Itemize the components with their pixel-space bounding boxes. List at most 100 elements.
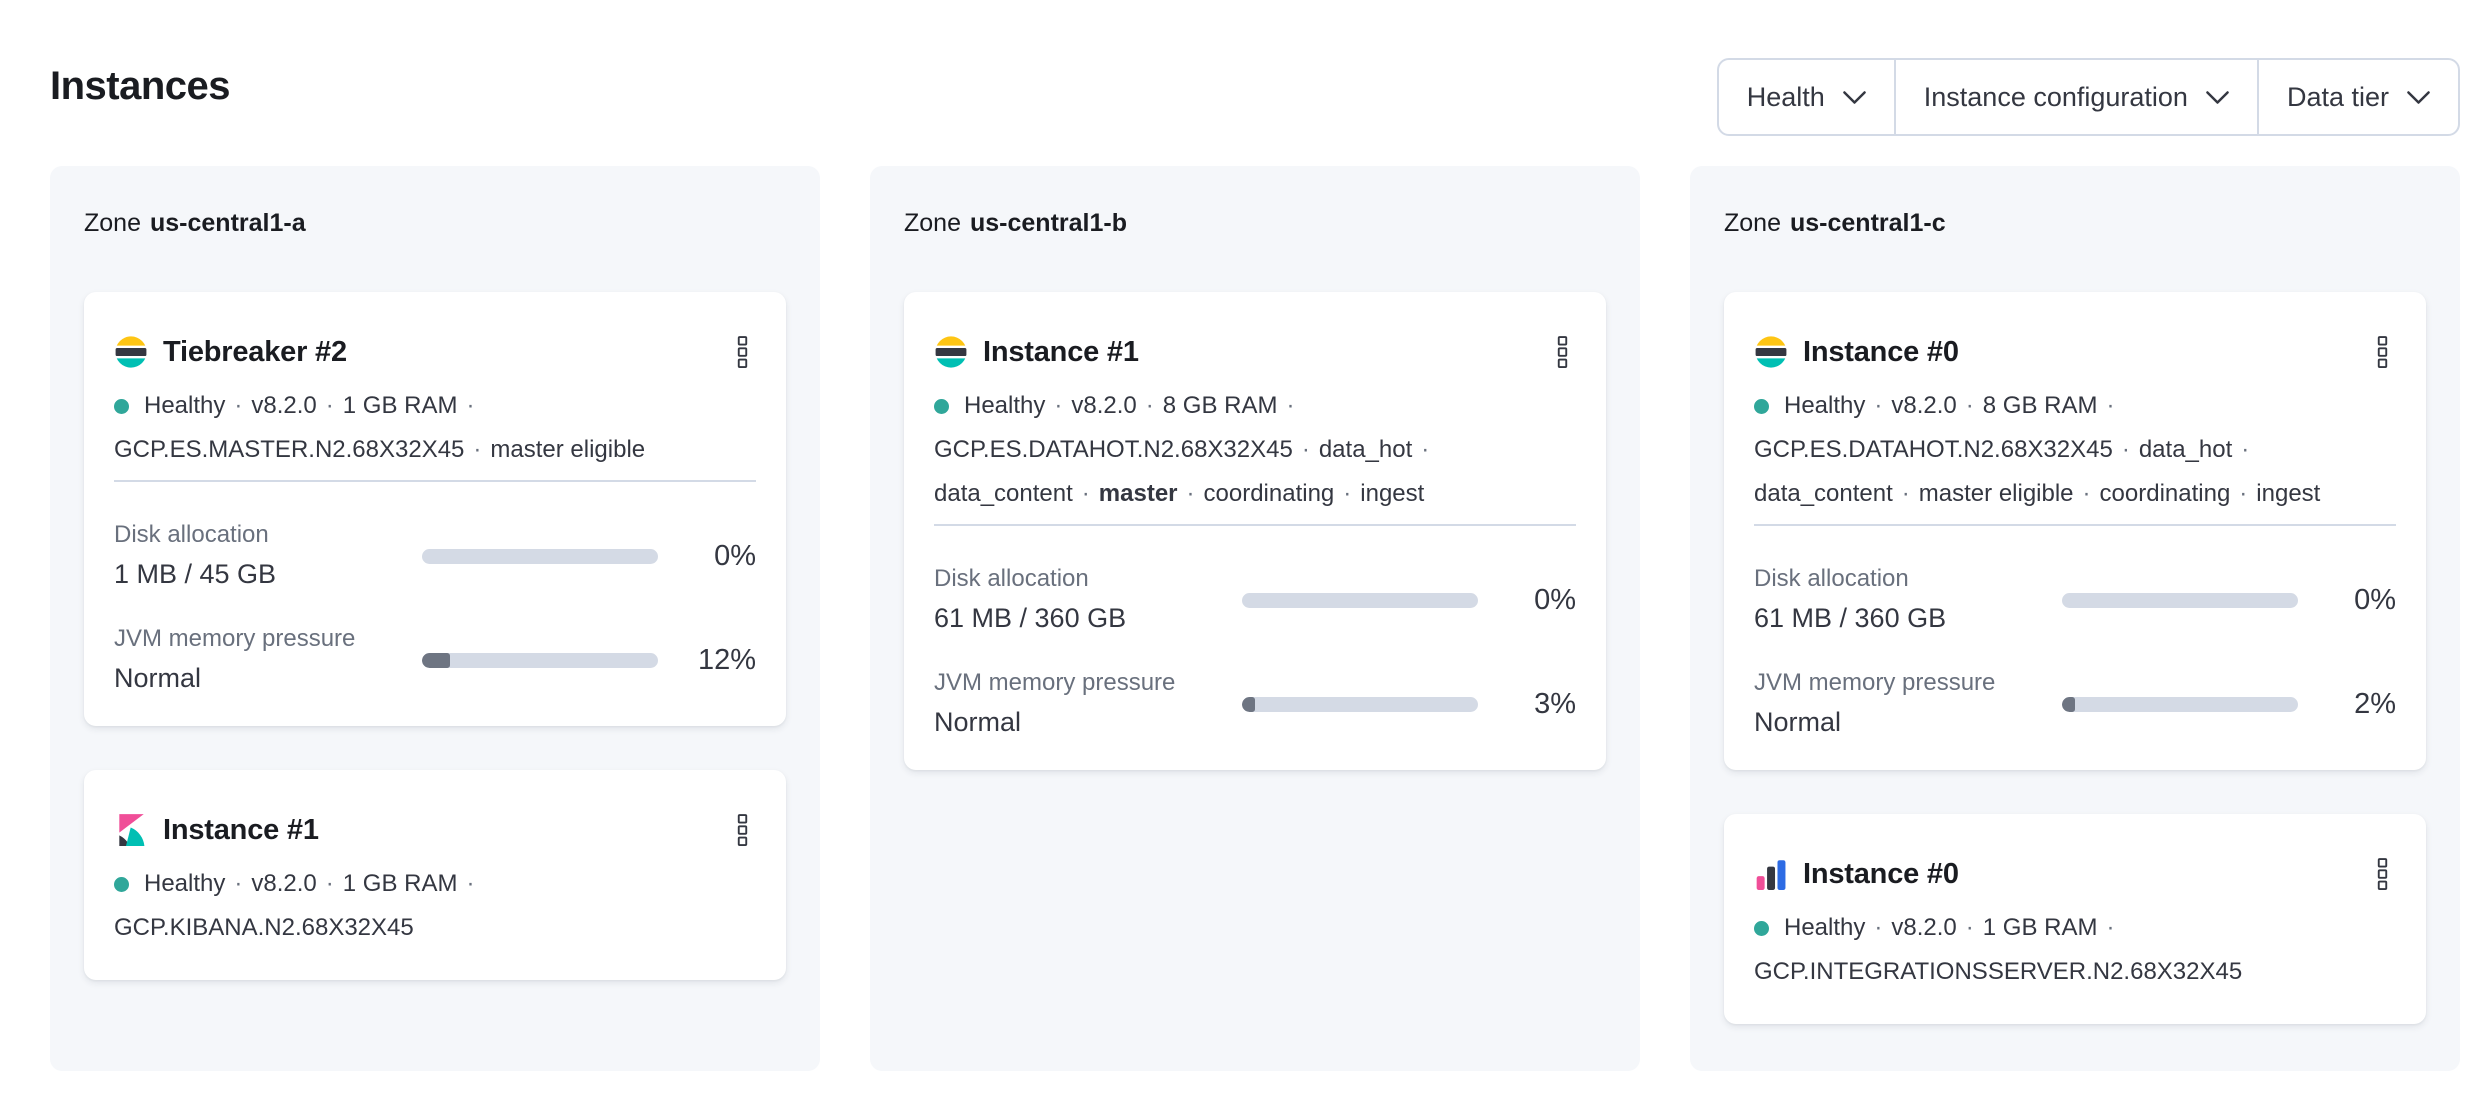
instance-status: Healthy · v8.2.0 · 1 GB RAM · GCP.KIBANA.N2.68… bbox=[114, 862, 756, 950]
status-segment: GCP.ES.MASTER.N2.68X32X45 bbox=[114, 436, 465, 463]
status-line: Healthy · v8.2.0 · 1 GB RAM · bbox=[114, 862, 756, 906]
status-line: Healthy · v8.2.0 · 8 GB RAM · bbox=[1754, 384, 2396, 428]
filter-button-instance-configuration[interactable]: Instance configuration bbox=[1893, 60, 2257, 134]
status-separator: · bbox=[325, 870, 334, 897]
metric-value: 1 MB / 45 GB bbox=[114, 559, 277, 589]
status-segment: v8.2.0 bbox=[1891, 392, 1957, 419]
metric-label: Disk allocation bbox=[114, 521, 269, 548]
status-separator: · bbox=[2121, 436, 2130, 463]
page-header: Instances Health Instance configuration … bbox=[0, 0, 2490, 136]
status-separator: · bbox=[1965, 914, 1974, 941]
status-segment: 8 GB RAM bbox=[1982, 392, 2098, 419]
instance-card-instance-0-us-central1-c: Instance #0 Healthy · v8.2.0 · 8 GB RAM · GCP.… bbox=[1724, 292, 2426, 770]
filter-button-health[interactable]: Health bbox=[1719, 60, 1894, 134]
card-divider bbox=[934, 524, 1576, 526]
instance-card-header: Instance #1 bbox=[934, 334, 1576, 370]
metrics-section: Disk allocation 61 MB / 360 GB 0% JVM me… bbox=[934, 564, 1576, 740]
status-separator: · bbox=[234, 392, 243, 419]
status-separator: · bbox=[1186, 480, 1195, 507]
status-segment: v8.2.0 bbox=[251, 870, 317, 897]
instance-actions-menu-button[interactable] bbox=[1549, 333, 1576, 371]
instance-card-instance-1-us-central1-a: Instance #1 Healthy · v8.2.0 · 1 GB RAM · GCP.… bbox=[84, 770, 786, 980]
status-segment: coordinating bbox=[1203, 480, 1335, 507]
zone-cards-list: Instance #0 Healthy · v8.2.0 · 8 GB RAM · GCP.… bbox=[1724, 292, 2426, 1024]
health-status-dot bbox=[1754, 921, 1769, 936]
status-segment: 1 GB RAM bbox=[342, 870, 458, 897]
status-separator: · bbox=[2239, 480, 2248, 507]
status-separator: · bbox=[325, 392, 334, 419]
zone-label-prefix: Zone bbox=[904, 209, 961, 237]
zone-header: Zone us-central1-c bbox=[1724, 210, 2426, 236]
progress-bar bbox=[422, 652, 658, 668]
health-status-dot bbox=[114, 399, 129, 414]
metric-label: JVM memory pressure bbox=[114, 625, 356, 652]
status-segment: 1 GB RAM bbox=[342, 392, 458, 419]
metric-row-jvm-memory-pressure: JVM memory pressure Normal 12% bbox=[114, 624, 756, 696]
boxes-vertical-icon bbox=[737, 814, 748, 846]
status-segment: GCP.ES.DATAHOT.N2.68X32X45 bbox=[1754, 436, 2113, 463]
zone-header: Zone us-central1-a bbox=[84, 210, 786, 236]
metric-row-disk-allocation: Disk allocation 61 MB / 360 GB 0% bbox=[1754, 564, 2396, 636]
elasticsearch-logo bbox=[934, 335, 968, 369]
integrations-server-logo bbox=[1754, 857, 1788, 891]
filter-button-data-tier[interactable]: Data tier bbox=[2256, 60, 2458, 134]
status-separator: · bbox=[2106, 914, 2115, 941]
zone-name: us-central1-a bbox=[149, 209, 306, 237]
status-line: GCP.INTEGRATIONSSERVER.N2.68X32X45 bbox=[1754, 950, 2396, 994]
boxes-vertical-icon bbox=[2377, 336, 2388, 368]
zone-label-prefix: Zone bbox=[84, 209, 141, 237]
boxes-vertical-icon bbox=[2377, 858, 2388, 890]
zone-name: us-central1-b bbox=[969, 209, 1127, 237]
metric-value: Normal bbox=[114, 663, 202, 693]
status-segment: coordinating bbox=[2099, 480, 2231, 507]
card-divider bbox=[114, 480, 756, 482]
progress-bar bbox=[2062, 696, 2298, 712]
progress-bar bbox=[422, 548, 658, 564]
progress-bar-fill bbox=[422, 652, 451, 668]
boxes-vertical-icon bbox=[737, 336, 748, 368]
status-segment: data_content bbox=[934, 480, 1073, 507]
status-segment: GCP.ES.DATAHOT.N2.68X32X45 bbox=[934, 436, 1293, 463]
metric-label: Disk allocation bbox=[1754, 565, 1909, 592]
metric-value: Normal bbox=[1754, 707, 1842, 737]
progress-bar-fill bbox=[2062, 696, 2075, 712]
filter-label: Health bbox=[1746, 81, 1825, 112]
status-separator: · bbox=[1874, 392, 1883, 419]
filter-label: Data tier bbox=[2286, 81, 2389, 112]
status-segment: v8.2.0 bbox=[1071, 392, 1137, 419]
status-line: Healthy · v8.2.0 · 8 GB RAM · bbox=[934, 384, 1576, 428]
instance-title: Instance #0 bbox=[1803, 335, 1959, 368]
metric-value: 61 MB / 360 GB bbox=[934, 603, 1127, 633]
status-segment: data_hot bbox=[2138, 436, 2233, 463]
status-line: GCP.ES.DATAHOT.N2.68X32X45 · data_hot · bbox=[1754, 428, 2396, 472]
instance-actions-menu-button[interactable] bbox=[729, 333, 756, 371]
instance-actions-menu-button[interactable] bbox=[729, 811, 756, 849]
card-divider bbox=[1754, 524, 2396, 526]
instance-actions-menu-button[interactable] bbox=[2369, 333, 2396, 371]
instance-card-header: Instance #0 bbox=[1754, 856, 2396, 892]
status-separator: · bbox=[1286, 392, 1295, 419]
metric-value: Normal bbox=[934, 707, 1022, 737]
zones-row: Zone us-central1-a Tiebreaker #2 Healthy… bbox=[50, 166, 2460, 1071]
status-segment: master eligible bbox=[1918, 480, 2074, 507]
metric-percent: 0% bbox=[1534, 583, 1576, 616]
instance-actions-menu-button[interactable] bbox=[2369, 855, 2396, 893]
metric-percent: 3% bbox=[1534, 687, 1576, 720]
status-separator: · bbox=[1145, 392, 1154, 419]
boxes-vertical-icon bbox=[1557, 336, 1568, 368]
status-segment: ingest bbox=[2256, 480, 2321, 507]
health-status-dot bbox=[934, 399, 949, 414]
status-segment: 1 GB RAM bbox=[1982, 914, 2098, 941]
status-separator: · bbox=[234, 870, 243, 897]
metric-label: JVM memory pressure bbox=[1754, 669, 1996, 696]
status-separator: · bbox=[1301, 436, 1310, 463]
metric-label: JVM memory pressure bbox=[934, 669, 1176, 696]
metric-row-disk-allocation: Disk allocation 61 MB / 360 GB 0% bbox=[934, 564, 1576, 636]
metrics-section: Disk allocation 61 MB / 360 GB 0% JVM me… bbox=[1754, 564, 2396, 740]
status-separator: · bbox=[1421, 436, 1430, 463]
metrics-section: Disk allocation 1 MB / 45 GB 0% JVM memo… bbox=[114, 520, 756, 696]
metric-percent: 12% bbox=[697, 643, 756, 676]
instance-card-instance-0-us-central1-c: Instance #0 Healthy · v8.2.0 · 1 GB RAM · GCP.… bbox=[1724, 814, 2426, 1024]
metric-percent: 0% bbox=[2354, 583, 2396, 616]
metric-row-jvm-memory-pressure: JVM memory pressure Normal 3% bbox=[934, 668, 1576, 740]
